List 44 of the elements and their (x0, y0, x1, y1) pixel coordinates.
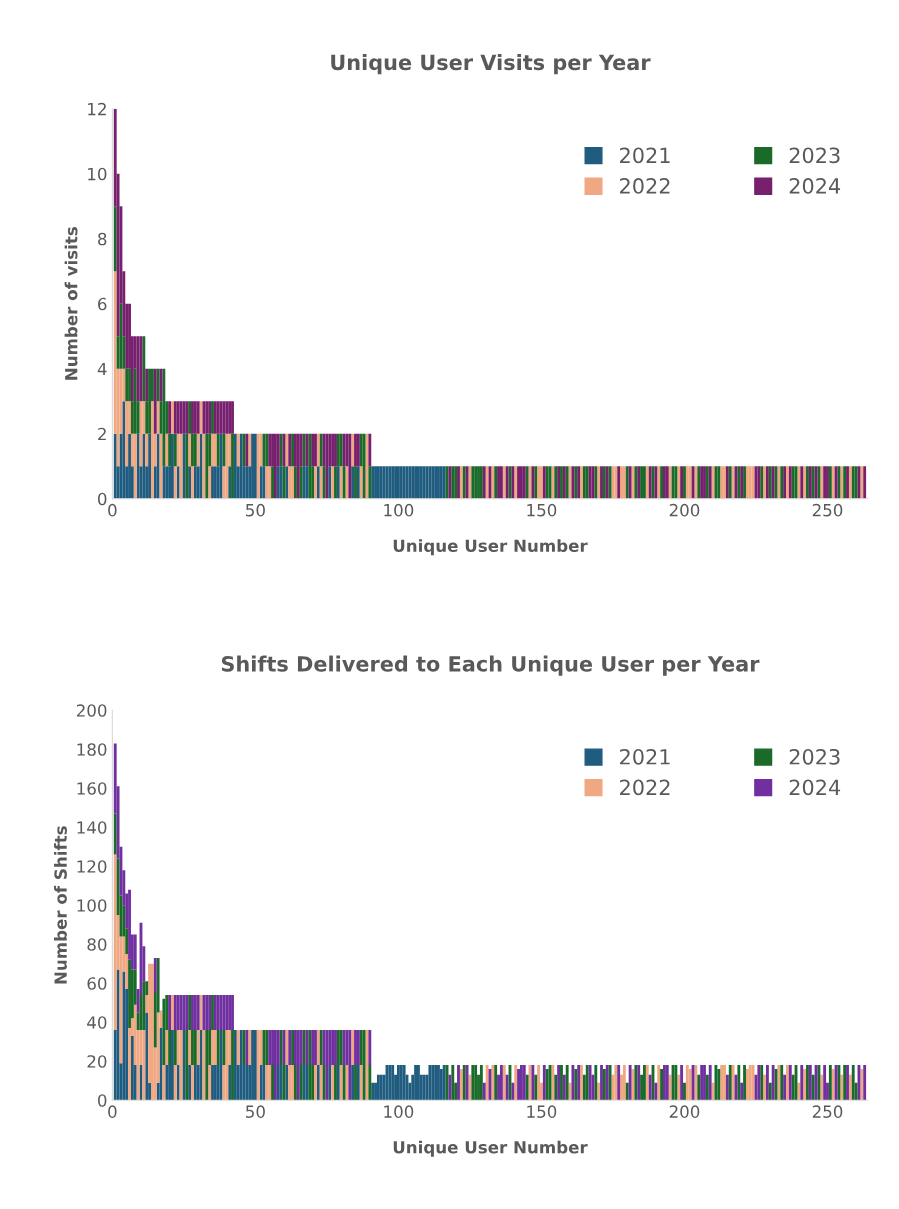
legend-label: 2024 (789, 779, 841, 796)
y-tick-label: 10 (88, 167, 107, 181)
y-tick-label: 2 (98, 427, 106, 441)
x-tick-label: 50 (246, 1105, 265, 1118)
y-tick-label: 8 (98, 232, 107, 246)
legend-label: 2024 (789, 178, 841, 194)
x-tick-label: 250 (812, 503, 843, 517)
y-tick-label: 0 (98, 492, 107, 506)
y-tick-label: 180 (77, 743, 107, 756)
y-tick-label: 12 (88, 102, 106, 116)
x-axis-title: Unique User Number (393, 1140, 588, 1157)
x-tick-label: 0 (108, 503, 117, 517)
y-tick-label: 200 (76, 704, 107, 717)
legend-label: 2021 (620, 748, 670, 765)
y-tick-label: 60 (87, 977, 107, 990)
y-axis-title: Number of visits (64, 227, 78, 380)
x-tick-label: 200 (669, 503, 700, 517)
chart-title: Unique User Visits per Year (331, 54, 651, 75)
legend-label: 2022 (620, 178, 670, 194)
x-tick-label: 100 (384, 503, 414, 517)
y-tick-label: 100 (77, 899, 107, 912)
x-axis-title: Unique User Number (393, 539, 588, 556)
x-tick-label: 50 (246, 503, 265, 517)
y-tick-label: 140 (77, 821, 107, 834)
legend-label: 2021 (620, 147, 670, 164)
x-tick-label: 0 (108, 1105, 117, 1118)
x-tick-label: 200 (669, 1105, 700, 1118)
y-tick-label: 6 (98, 297, 107, 311)
legend-label: 2023 (789, 748, 840, 765)
x-tick-label: 150 (527, 503, 557, 517)
chart-title: Shifts Delivered to Each Unique User per Year (221, 655, 760, 676)
y-tick-label: 4 (97, 362, 107, 376)
x-tick-label: 150 (527, 1105, 557, 1118)
y-tick-label: 40 (87, 1016, 107, 1029)
y-tick-label: 160 (77, 782, 107, 795)
y-tick-label: 120 (77, 860, 107, 873)
x-tick-label: 250 (812, 1105, 843, 1118)
y-axis-title: Number of Shifts (54, 826, 67, 984)
y-tick-label: 80 (87, 938, 107, 951)
legend-label: 2022 (620, 779, 670, 796)
y-tick-label: 0 (98, 1094, 107, 1107)
legend-label: 2023 (789, 147, 840, 164)
y-tick-label: 20 (87, 1055, 107, 1068)
x-tick-label: 100 (384, 1105, 414, 1118)
